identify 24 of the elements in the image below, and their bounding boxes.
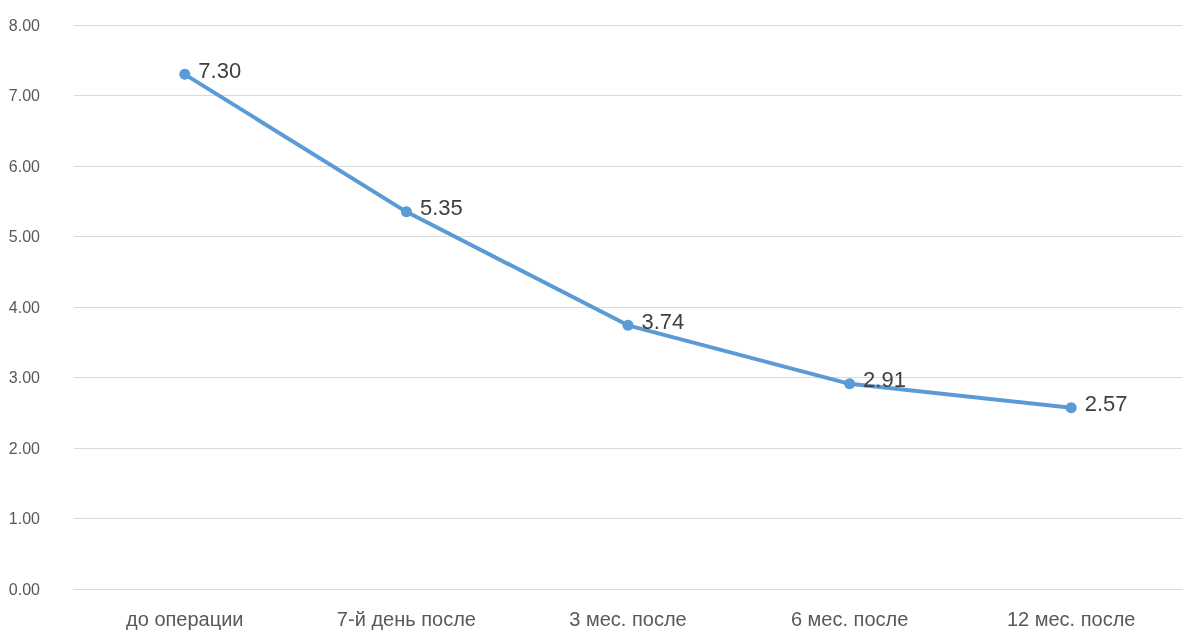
point: [179, 68, 191, 80]
data-label: 7.30: [198, 57, 242, 83]
x-tick-label: 6 мес. после: [790, 608, 909, 630]
data-label: 2.91: [863, 367, 906, 393]
y-tick-label: 4.00: [8, 298, 41, 316]
point: [844, 378, 856, 390]
x-tick-label: 12 мес. после: [1006, 608, 1136, 630]
point: [1065, 402, 1077, 414]
y-tick-label: 1.00: [8, 510, 41, 527]
data-label: 3.74: [641, 308, 685, 334]
data-label: 5.35: [419, 195, 463, 221]
x-tick-label: до операции: [126, 608, 244, 630]
point: [400, 206, 412, 218]
x-tick-label: 3 мес. после: [569, 608, 687, 630]
y-tick-label: 8.00: [8, 16, 41, 34]
y-tick-label: 3.00: [8, 369, 41, 386]
y-tick-label: 6.00: [8, 157, 41, 175]
y-tick-label: 2.00: [8, 439, 41, 457]
y-tick-label: 7.00: [8, 87, 41, 104]
y-tick-label: 5.00: [8, 228, 41, 245]
point: [622, 319, 634, 331]
y-tick-label: 0.00: [8, 580, 41, 598]
data-label: 2.57: [1084, 391, 1128, 417]
x-tick-label: 7-й день после: [336, 608, 476, 630]
